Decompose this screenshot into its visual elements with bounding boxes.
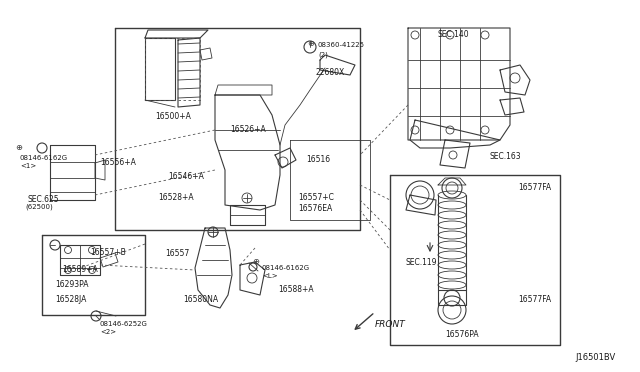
Text: <1>: <1> bbox=[20, 163, 36, 169]
Text: 16556+A: 16556+A bbox=[100, 158, 136, 167]
Text: (2): (2) bbox=[318, 51, 328, 58]
Text: 22680X: 22680X bbox=[316, 68, 345, 77]
Text: 16546+A: 16546+A bbox=[168, 172, 204, 181]
Text: 16516: 16516 bbox=[306, 155, 330, 164]
Text: 08146-6162G: 08146-6162G bbox=[262, 265, 310, 271]
Text: J16501BV: J16501BV bbox=[575, 353, 615, 362]
Text: 16293PA: 16293PA bbox=[55, 280, 88, 289]
Text: ⊕: ⊕ bbox=[15, 144, 22, 153]
Text: (62500): (62500) bbox=[25, 204, 52, 211]
Text: 08146-6252G: 08146-6252G bbox=[100, 321, 148, 327]
Text: 16557: 16557 bbox=[165, 249, 189, 258]
Text: FRONT: FRONT bbox=[375, 320, 406, 329]
Text: SEC.163: SEC.163 bbox=[490, 152, 522, 161]
Text: 16576PA: 16576PA bbox=[445, 330, 479, 339]
Text: 16589+A: 16589+A bbox=[62, 265, 98, 274]
Text: <L>: <L> bbox=[262, 273, 278, 279]
Text: 16576EA: 16576EA bbox=[298, 204, 332, 213]
Text: SEC.625: SEC.625 bbox=[28, 195, 60, 204]
Text: 08146-6162G: 08146-6162G bbox=[20, 155, 68, 161]
Text: SEC.119: SEC.119 bbox=[406, 258, 438, 267]
Text: <2>: <2> bbox=[100, 329, 116, 335]
Text: 16528JA: 16528JA bbox=[55, 295, 86, 304]
Text: 16588+A: 16588+A bbox=[278, 285, 314, 294]
Text: 08360-41225: 08360-41225 bbox=[318, 42, 365, 48]
Text: 16580NA: 16580NA bbox=[183, 295, 218, 304]
Text: 16557+B: 16557+B bbox=[90, 248, 125, 257]
Text: 16526+A: 16526+A bbox=[230, 125, 266, 134]
Text: ⊕: ⊕ bbox=[307, 39, 314, 48]
Text: 16577FA: 16577FA bbox=[518, 183, 551, 192]
Text: SEC.140: SEC.140 bbox=[438, 30, 470, 39]
Text: 16500+A: 16500+A bbox=[155, 112, 191, 121]
Text: ⊕: ⊕ bbox=[253, 257, 259, 266]
Text: 16557+C: 16557+C bbox=[298, 193, 334, 202]
Text: 16528+A: 16528+A bbox=[158, 193, 194, 202]
Text: 16577FA: 16577FA bbox=[518, 295, 551, 304]
